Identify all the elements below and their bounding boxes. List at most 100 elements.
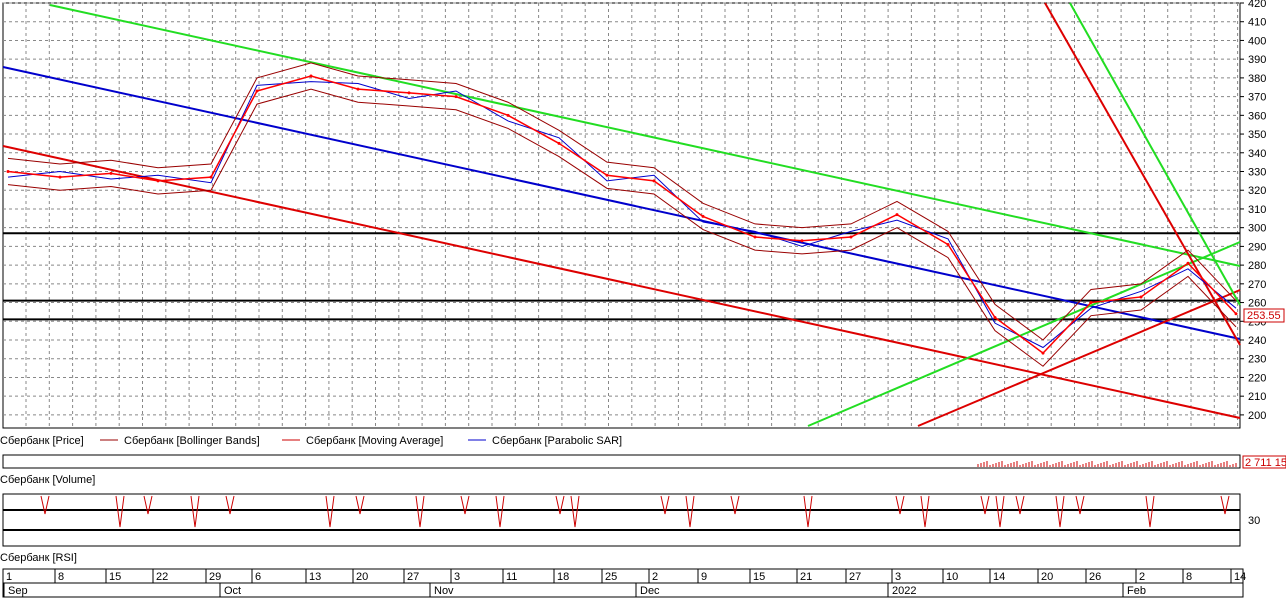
legend-label: Сбербанк [Bollinger Bands]: [124, 435, 260, 447]
y-tick-label: 320: [1248, 185, 1266, 197]
x-tick-label: 22: [156, 571, 168, 583]
x-tick-label: 6: [255, 571, 261, 583]
volume-bars: [977, 461, 1237, 467]
price-point: [454, 95, 458, 99]
x-tick-label: 2: [652, 571, 658, 583]
price-point: [1234, 312, 1238, 316]
price-grid-vertical: [25, 3, 1239, 428]
y-tick-label: 260: [1248, 298, 1266, 310]
price-point: [1041, 351, 1045, 355]
x-tick-label: 11: [506, 571, 517, 583]
volume-value-label: 2 711 15: [1245, 457, 1286, 469]
price-point: [993, 316, 997, 320]
rsi-spike: [415, 495, 425, 528]
rsi-spike: [570, 495, 580, 528]
price-point: [58, 175, 62, 179]
red-rising-line: [917, 289, 1241, 427]
y-tick-label: 210: [1248, 391, 1266, 403]
price-point: [753, 235, 757, 239]
month-label: Nov: [434, 585, 454, 597]
y-tick-label: 300: [1248, 223, 1266, 235]
y-tick-label: 220: [1248, 372, 1266, 384]
month-label: Sep: [8, 585, 28, 597]
indicator-lines: [7, 62, 1237, 367]
price-point: [895, 213, 899, 217]
x-tick-label: 25: [605, 571, 617, 583]
rsi-spike: [1145, 495, 1155, 528]
rsi-spike: [803, 495, 813, 528]
legend-label: Сбербанк [Price]: [0, 435, 84, 447]
x-tick-label: 27: [407, 571, 419, 583]
rsi-line: [40, 495, 1230, 528]
rsi-panel: [2, 493, 1241, 547]
price-points: [6, 74, 1238, 355]
price-point: [1186, 261, 1190, 265]
price-legend: Сбербанк [Price] Сбербанк [Bollinger Band…: [0, 435, 622, 447]
price-line: [7, 75, 1237, 355]
y-tick-label: 410: [1248, 17, 1266, 29]
support-resistance-lines: [3, 232, 1240, 321]
red-steep-line: [1044, 2, 1241, 346]
y-tick-label: 340: [1248, 148, 1266, 160]
rsi-spike: [895, 495, 905, 515]
rsi-spike: [40, 495, 50, 515]
y-tick-label: 290: [1248, 241, 1266, 253]
rsi-spike: [555, 495, 565, 515]
price-axis-labels: 2002102202302402502602702802903003103203…: [1240, 0, 1266, 422]
x-tick-label: 26: [1089, 571, 1101, 583]
rsi-spike: [730, 495, 740, 515]
rsi-spike: [225, 495, 235, 515]
time-axis-labels: 1 8 15 22 29 6 13 20 27 3 11 18 25 2 9 15 21 27 3 10 14 20 26 2…: [2, 569, 1246, 583]
rsi-spike: [980, 495, 990, 515]
price-point: [209, 175, 213, 179]
price-point: [946, 243, 950, 247]
rsi-spike: [1075, 495, 1085, 515]
y-tick-label: 230: [1248, 354, 1266, 366]
x-tick-label: 9: [701, 571, 707, 583]
price-point: [255, 89, 259, 93]
price-point: [6, 170, 10, 174]
price-point: [1089, 301, 1093, 305]
y-tick-label: 200: [1248, 410, 1266, 422]
x-tick-label: 1: [6, 571, 12, 583]
last-price-badge-box: [1243, 308, 1285, 323]
x-tick-label: 8: [1186, 571, 1192, 583]
price-point: [800, 239, 804, 243]
last-price-badge: 253.55: [1247, 310, 1281, 322]
rsi-spike: [115, 495, 125, 528]
rsi-spike: [1015, 495, 1025, 515]
x-tick-label: 14: [1234, 571, 1246, 583]
rsi-spike: [143, 495, 153, 515]
rsi-spike: [920, 495, 930, 528]
x-tick-label: 27: [849, 571, 861, 583]
y-tick-label: 420: [1248, 0, 1266, 10]
blue-middle-channel-line: [2, 66, 1241, 340]
x-tick-label: 2: [1139, 571, 1145, 583]
x-tick-label: 29: [209, 571, 221, 583]
x-tick-label: 21: [800, 571, 812, 583]
volume-value-box: [1242, 455, 1286, 469]
y-tick-label: 370: [1248, 92, 1266, 104]
month-axis-labels: Sep Oct Nov Dec 2022 Feb: [3, 583, 1146, 597]
rsi-spike: [995, 495, 1005, 528]
price-point: [156, 179, 160, 183]
x-tick-label: 20: [356, 571, 368, 583]
price-point: [309, 74, 313, 78]
bollinger-lower-line: [7, 88, 1237, 367]
x-tick-label: 15: [109, 571, 121, 583]
rsi-spike: [1055, 495, 1065, 528]
rsi-spike: [660, 495, 670, 515]
x-tick-label: 3: [454, 571, 460, 583]
y-tick-label: 400: [1248, 35, 1266, 47]
green-upper-channel-line: [49, 4, 1241, 267]
rsi-level-label: 30: [1248, 515, 1260, 527]
x-tick-label: 18: [557, 571, 569, 583]
rsi-spike: [325, 495, 335, 528]
month-axis: [2, 582, 1244, 598]
month-label: Feb: [1127, 585, 1146, 597]
y-tick-label: 390: [1248, 54, 1266, 66]
price-panel: [2, 2, 1241, 429]
price-point: [849, 235, 853, 239]
x-tick-label: 14: [993, 571, 1005, 583]
